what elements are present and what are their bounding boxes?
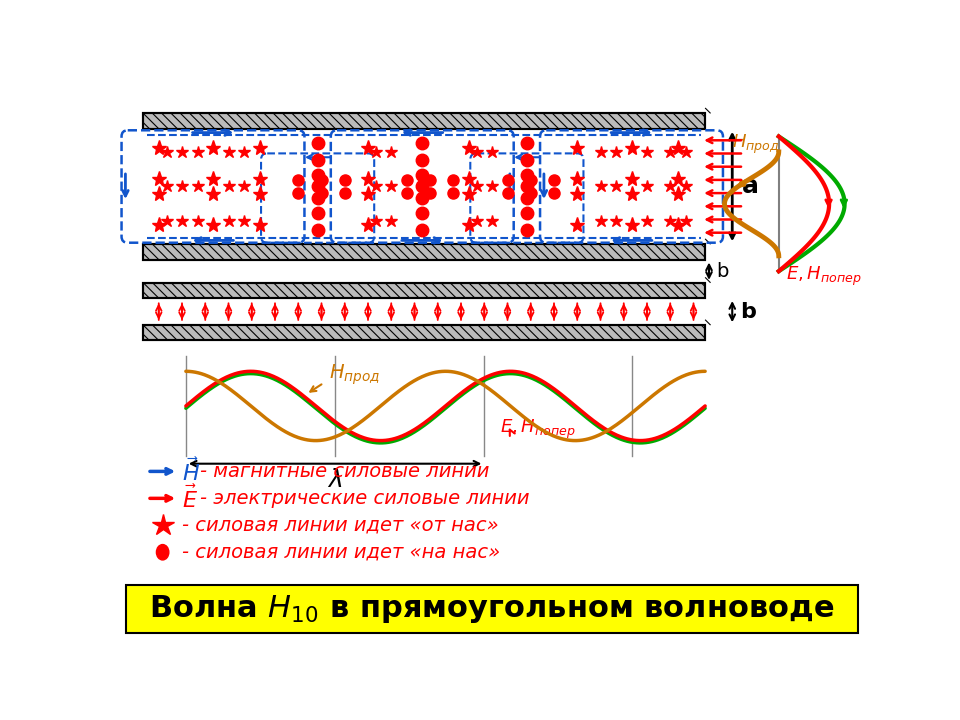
- Ellipse shape: [156, 544, 169, 560]
- Text: $\vec{H}$: $\vec{H}$: [182, 458, 200, 485]
- Bar: [143, 283, 706, 298]
- Bar: [143, 325, 706, 341]
- Text: - магнитные силовые линии: - магнитные силовые линии: [200, 462, 490, 481]
- Text: $H_{прод}$: $H_{прод}$: [329, 363, 380, 387]
- Text: $E,H_{попер}$: $E,H_{попер}$: [500, 418, 575, 441]
- Text: - электрические силовые линии: - электрические силовые линии: [200, 489, 529, 508]
- Bar: [143, 325, 706, 341]
- Text: a: a: [741, 174, 758, 199]
- Text: b: b: [740, 302, 756, 322]
- Text: $H_{прод}$: $H_{прод}$: [732, 132, 780, 156]
- Bar: [126, 585, 858, 633]
- Text: - силовая линии идет «на нас»: - силовая линии идет «на нас»: [182, 543, 500, 562]
- Bar: [143, 113, 706, 129]
- Text: $\lambda$: $\lambda$: [327, 467, 343, 492]
- Bar: [143, 113, 706, 129]
- Bar: [143, 244, 706, 260]
- Text: b: b: [717, 261, 730, 281]
- Text: $\vec{E}$: $\vec{E}$: [182, 485, 198, 512]
- Text: - силовая линии идет «от нас»: - силовая линии идет «от нас»: [182, 516, 498, 535]
- Text: $E, H_{попер}$: $E, H_{попер}$: [786, 265, 862, 289]
- Bar: [143, 283, 706, 298]
- Bar: [143, 244, 706, 260]
- Text: Волна $H_{10}$ в прямоугольном волноводе: Волна $H_{10}$ в прямоугольном волноводе: [150, 593, 834, 625]
